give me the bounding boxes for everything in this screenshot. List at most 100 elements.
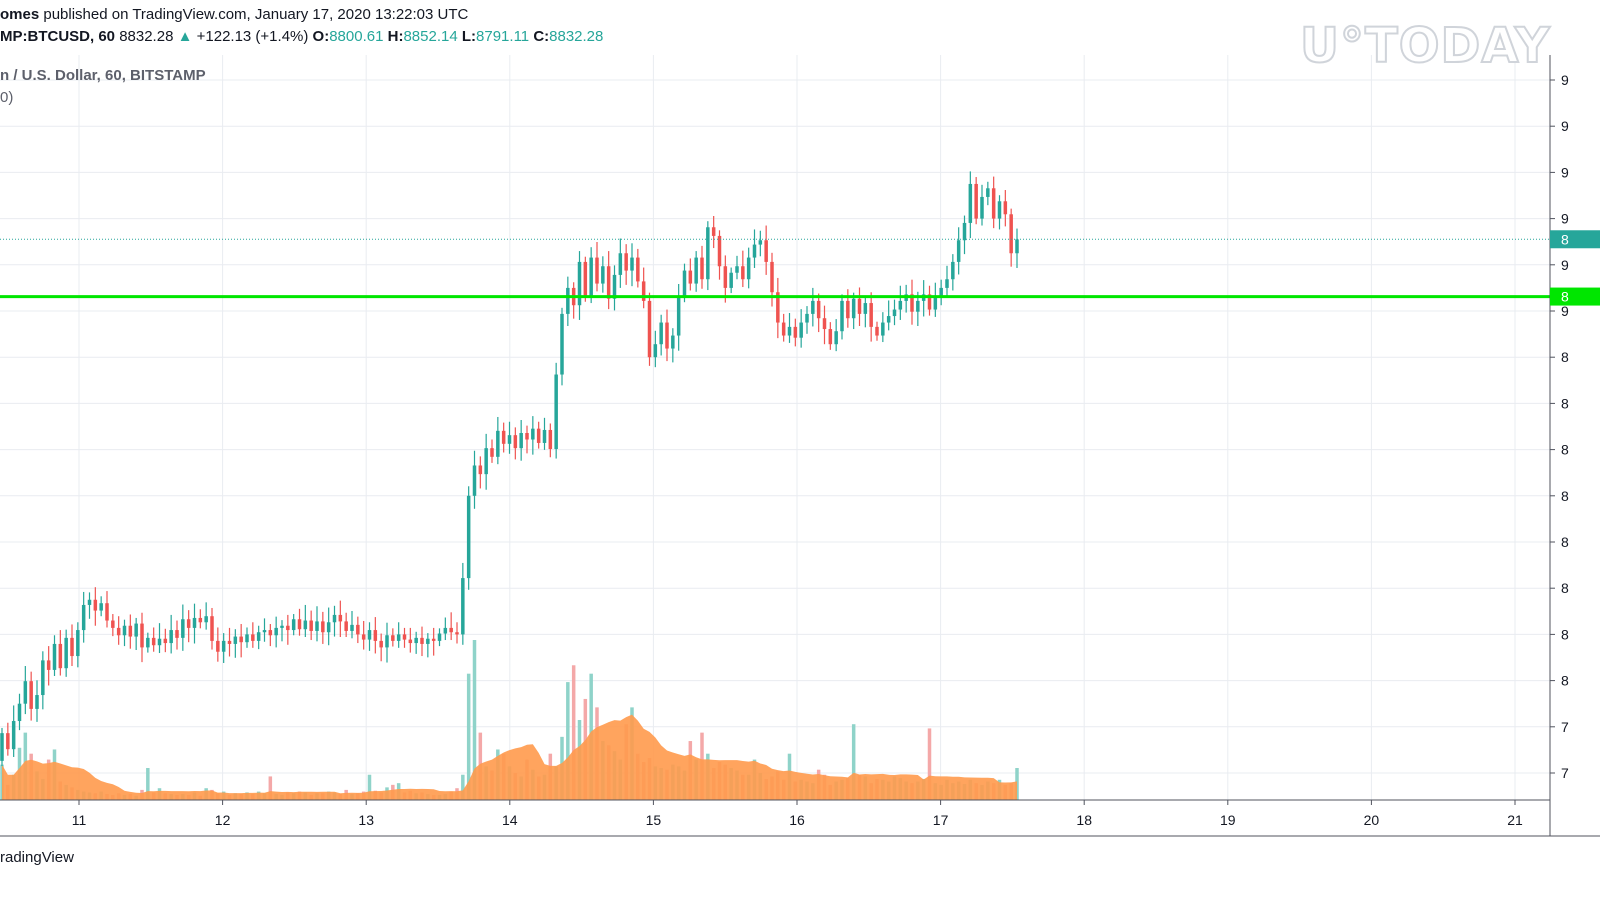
candle [350,611,354,639]
candle [601,256,605,293]
candle-body [566,287,570,314]
candle [694,251,698,292]
candle [939,279,943,306]
candle-body [554,374,558,450]
candle-body [735,266,739,273]
candle-body [980,196,984,219]
candle [367,622,372,651]
candle [490,439,494,463]
candle-body [875,326,879,336]
candle-body [70,637,74,657]
last-price-tag-label: 8 [1561,231,1569,247]
candle [933,282,938,317]
candle-body [431,638,436,641]
candle [676,284,681,351]
candle [245,627,249,648]
candle-body [326,622,331,633]
candle [793,318,798,347]
candle-body [76,630,80,657]
candle-body [303,620,308,630]
price-tick-label: 8 [1561,626,1569,642]
candle-body [636,257,640,282]
tradingview-brand[interactable]: radingView [0,849,74,866]
candle-body [746,257,751,280]
candle [671,328,675,363]
candle-body [612,274,617,299]
candle-body [630,257,634,271]
candle [776,277,780,339]
candle [111,614,115,637]
candle [437,628,442,647]
candle [554,362,558,459]
author-name[interactable]: omes [0,6,40,23]
candle-body [531,428,535,440]
candle [612,265,617,311]
candle [945,265,949,298]
candle-body [577,261,582,306]
candle [898,285,903,320]
support-level-tag: 8 [1550,287,1600,306]
candle [706,221,710,291]
candle [811,287,815,327]
candle [513,427,518,460]
candle [711,216,716,249]
price-tick-label: 8 [1561,580,1569,596]
candle [11,705,16,757]
candle-body [64,637,68,669]
candle [116,616,121,645]
candle-body [694,257,698,284]
candle-body [181,619,185,638]
candle [466,486,471,590]
candle-body [956,240,961,262]
time-tick-label: 13 [358,812,374,828]
candle-body [0,733,4,761]
candle-body [46,660,51,670]
time-tick-label: 19 [1220,812,1236,828]
candle-body [391,635,395,641]
candle-body [262,630,267,633]
candle [507,421,512,454]
candle [991,176,996,229]
candle-body [268,630,273,636]
candle [58,630,63,676]
candle-body [513,435,518,449]
candle [163,628,168,653]
candle [974,177,978,225]
change-up-icon: ▲ [177,28,193,45]
candle-body [146,637,150,648]
candle [291,614,296,636]
price-tick-label: 9 [1561,72,1569,88]
candle-body [58,643,63,669]
open-value: 8800.61 [329,28,384,45]
candle [216,627,220,662]
candle-body [367,630,372,640]
candle-body [6,733,10,750]
candle [420,626,424,657]
candle-body [216,640,220,652]
candle-body [560,313,564,375]
candle-body [356,624,360,635]
candle-body [151,637,156,646]
price-tick-label: 8 [1561,673,1569,689]
candle-body [910,294,914,312]
candle [484,433,488,490]
candle [93,587,98,626]
price-tick-label: 9 [1561,164,1569,180]
candle-body [816,300,821,319]
candle-body [204,616,208,623]
low-value: 8791.11 [476,28,530,45]
time-axis[interactable]: 11 12 13 14 15 16 17 18 19 20 21 [72,800,1523,828]
candle-body [396,634,401,641]
price-tick-label: 8 [1561,395,1569,411]
candle [192,603,197,644]
volume-bar [367,774,372,800]
candle [525,425,529,454]
price-tick-label: 7 [1561,765,1569,781]
ohlc-legend: MP:BTCUSD, 60 8832.28 ▲ +122.13 (+1.4%) … [0,28,603,45]
candle-body [29,681,33,709]
time-tick-label: 21 [1507,812,1523,828]
candle-body [536,428,541,443]
candle-body [717,235,722,267]
